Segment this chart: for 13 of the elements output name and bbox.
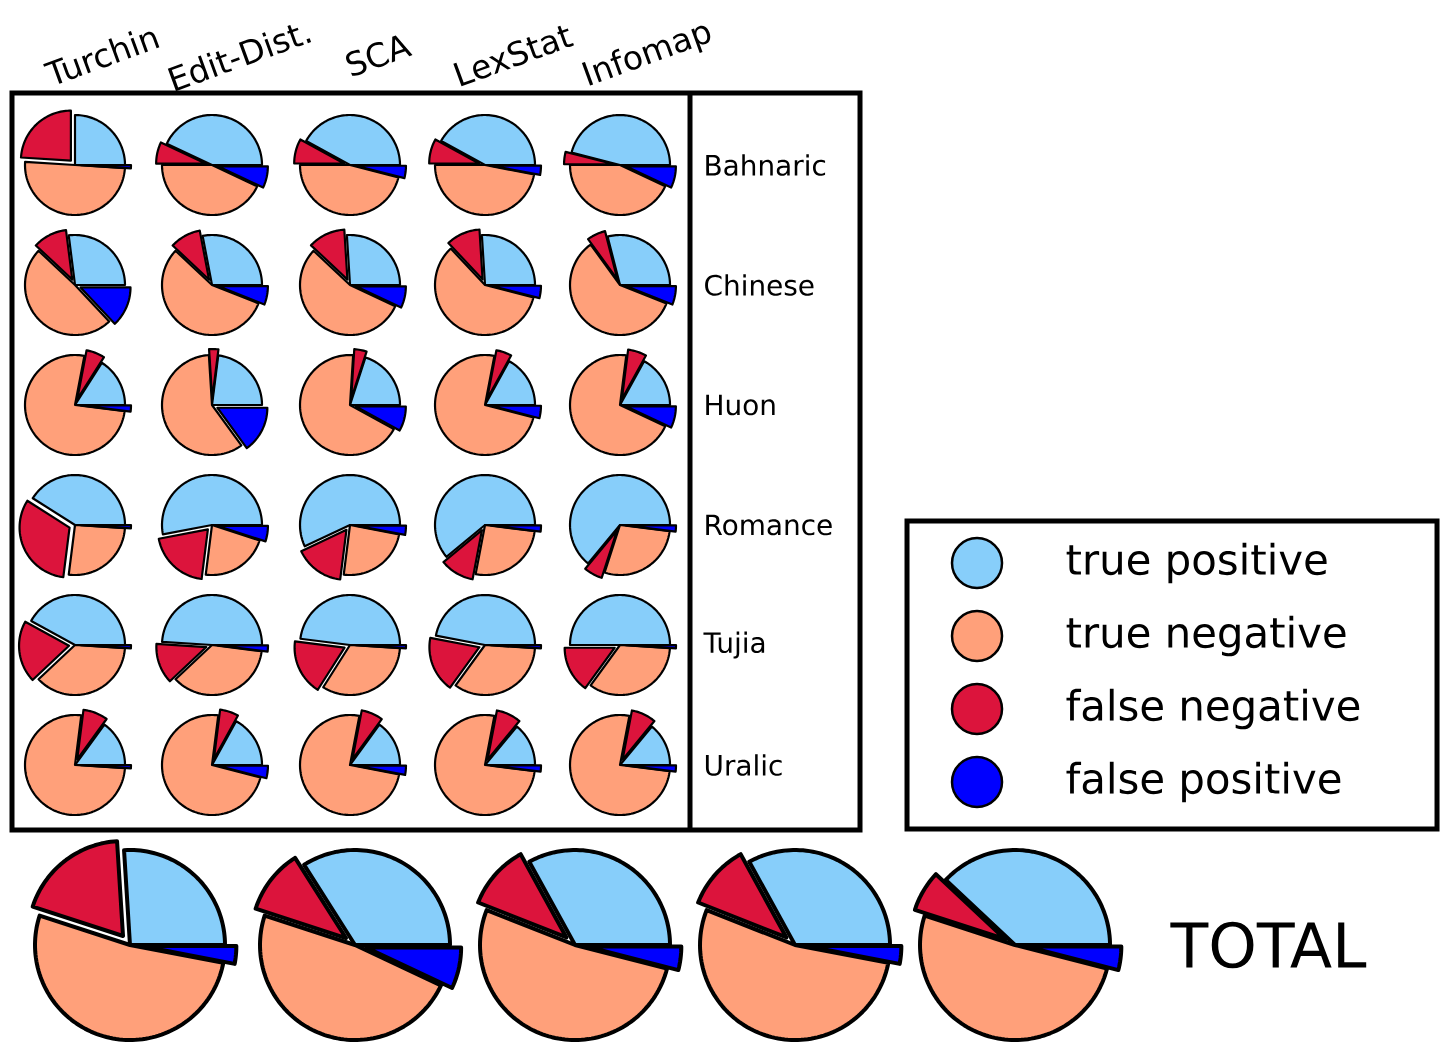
legend-label: false negative (1066, 688, 1360, 730)
chart-title: Turchin (43, 31, 160, 84)
text: Uralic (705, 754, 782, 776)
text: Tujia (703, 631, 765, 659)
chart-title: SCA (346, 35, 413, 76)
text: TOTAL (1170, 921, 1367, 969)
legend-label: true negative (1066, 615, 1346, 657)
text: Bahnaric (706, 154, 826, 176)
legend-label: false positive (1066, 761, 1341, 803)
text: Chinese (705, 274, 814, 296)
text: Huon (706, 394, 775, 416)
text: Romance (706, 514, 832, 536)
legend-label: true positive (1066, 542, 1327, 584)
